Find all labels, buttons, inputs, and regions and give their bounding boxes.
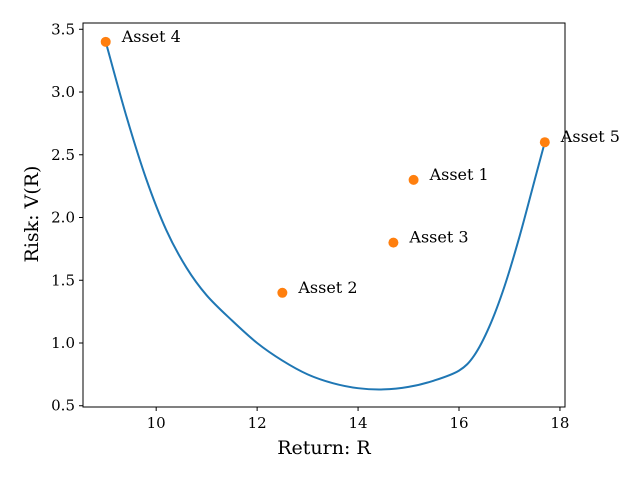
y-tick-label: 1.5 [51,271,75,289]
asset-point [539,137,550,148]
frontier-curve [104,41,546,391]
y-tick-label: 2.5 [51,146,75,164]
y-tick-label: 3.0 [51,83,75,101]
asset-label: Asset 2 [297,278,357,297]
asset-point [408,174,419,185]
y-tick-label: 0.5 [51,397,75,415]
x-tick-label: 12 [248,414,267,432]
x-axis-label: Return: R [277,437,371,459]
y-axis-label: Risk: V(R) [21,166,43,263]
asset-label: Asset 5 [560,127,620,146]
x-tick-label: 14 [349,414,368,432]
plot-frame [82,22,566,408]
x-tick-label: 10 [147,414,166,432]
asset-point [100,36,111,47]
asset-label: Asset 1 [429,165,489,184]
asset-label: Asset 3 [408,228,468,247]
asset-point [388,237,399,248]
y-axis-ticks: 0.5 1.0 1.5 2.0 2.5 3.0 3.5 [51,20,83,415]
y-tick-label: 3.5 [51,20,75,38]
plot-area: Asset 1 Asset 2 Asset 3 Asset 4 Asset 5 [82,22,620,408]
x-tick-label: 16 [449,414,468,432]
y-tick-label: 1.0 [51,334,75,352]
asset-label: Asset 4 [121,27,181,46]
x-tick-label: 18 [550,414,569,432]
asset-point [277,287,288,298]
x-axis-ticks: 10 12 14 16 18 [147,407,569,432]
y-tick-label: 2.0 [51,209,75,227]
